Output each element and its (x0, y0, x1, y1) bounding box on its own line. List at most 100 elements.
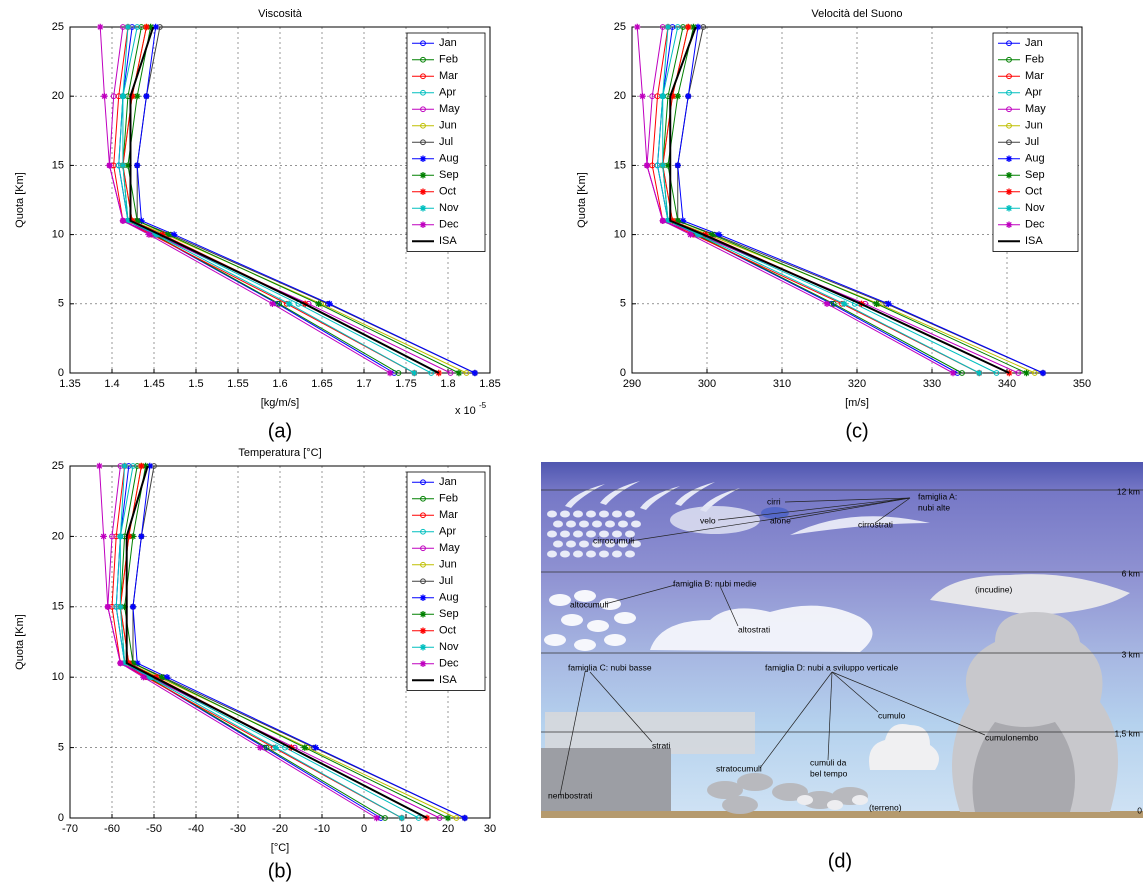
altitude-label: 3 km (1122, 649, 1140, 659)
marker (138, 217, 145, 224)
x-axis-label: [m/s] (845, 397, 869, 409)
marker (639, 92, 646, 100)
cirrocumulus (579, 520, 589, 528)
cirrocumulus (605, 540, 615, 548)
marker (420, 40, 426, 47)
marker (659, 217, 666, 224)
cirrocumulus (547, 550, 557, 558)
marker (124, 217, 132, 224)
altocumulus (587, 620, 609, 632)
marker (685, 92, 692, 100)
marker (664, 217, 672, 224)
cirrocumulus (560, 550, 570, 558)
line-chart: -70 -60 -50 -40 -30 -20 -10 0 10 20 30 0 5 10 15 20 25 Ja… (14, 447, 496, 882)
x-tick-label: -60 (104, 823, 120, 835)
marker (125, 533, 133, 540)
y-tick-label: 0 (620, 367, 626, 379)
legend-label: Jan (1025, 37, 1043, 49)
marker (420, 106, 426, 113)
marker (1006, 106, 1012, 113)
altocumulus (604, 634, 626, 646)
marker (420, 545, 426, 552)
series-line (669, 26, 1010, 374)
marker (119, 92, 127, 100)
marker (419, 221, 427, 228)
cirrocumulus (573, 510, 583, 518)
x-tick-label: 1.65 (311, 378, 332, 390)
chart-title: Viscosità (258, 8, 303, 20)
marker (143, 23, 150, 31)
y-tick-label: 10 (614, 229, 626, 241)
leader-line (717, 497, 911, 521)
marker (453, 815, 460, 821)
marker (949, 369, 957, 377)
marker (152, 231, 159, 238)
x-tick-label: 300 (698, 378, 716, 390)
marker (419, 188, 427, 195)
stratocumulus (737, 773, 773, 791)
x-tick-label: 290 (623, 378, 641, 390)
marker (106, 162, 113, 169)
cirrus (600, 481, 640, 505)
marker (100, 533, 107, 540)
marker (690, 23, 697, 31)
marker (419, 172, 427, 179)
cirrus (640, 486, 680, 510)
legend-label: Sep (439, 169, 459, 181)
marker (301, 744, 308, 751)
marker (130, 463, 136, 469)
cloud-label: altocumuli (570, 599, 608, 609)
marker (1005, 221, 1013, 228)
cloud-label: stratocumuli (716, 763, 762, 773)
marker (976, 369, 983, 377)
marker (664, 23, 672, 31)
legend-label: Oct (439, 186, 456, 198)
altocumulus (549, 594, 571, 606)
marker (117, 533, 124, 540)
legend-label: Dec (1025, 219, 1045, 231)
marker (674, 162, 681, 169)
marker (143, 92, 150, 100)
cirrocumulus (586, 510, 596, 518)
marker (664, 162, 672, 169)
altocumulus (544, 634, 566, 646)
marker (420, 73, 426, 80)
marker (419, 205, 427, 212)
marker (659, 92, 666, 100)
marker (674, 92, 681, 100)
leader-line (589, 671, 653, 743)
legend-label: Apr (439, 526, 456, 538)
legend-label: Jul (439, 575, 453, 587)
altitude-label: 6 km (1122, 568, 1140, 578)
marker (1015, 370, 1022, 376)
marker (411, 369, 418, 377)
marker (1039, 369, 1047, 377)
x-tick-label: 1.55 (227, 378, 248, 390)
cirrocumulus (592, 520, 602, 528)
cirrocumulus (625, 510, 635, 518)
axes-box (631, 26, 1083, 374)
x-tick-label: 1.85 (479, 378, 500, 390)
legend-label: May (439, 542, 460, 554)
halo (761, 507, 789, 519)
leader-line (874, 497, 911, 524)
cumulonimbus-shade (972, 722, 1075, 812)
marker (121, 659, 128, 667)
y-tick-label: 25 (614, 21, 626, 33)
marker (669, 92, 676, 100)
cirrocumulus (553, 520, 563, 528)
marker (455, 369, 463, 377)
leader-line (559, 671, 586, 796)
marker (885, 300, 892, 307)
axis-multiplier-exponent: -5 (479, 401, 487, 410)
veil (670, 506, 760, 534)
legend-label: Feb (439, 493, 458, 505)
nimbostratus (541, 748, 671, 811)
marker (395, 370, 402, 376)
leader-line (831, 671, 986, 736)
legend-label: ISA (1025, 235, 1043, 247)
marker (269, 300, 276, 307)
marker (257, 744, 264, 751)
marker (146, 674, 154, 681)
leader-line (827, 671, 833, 761)
